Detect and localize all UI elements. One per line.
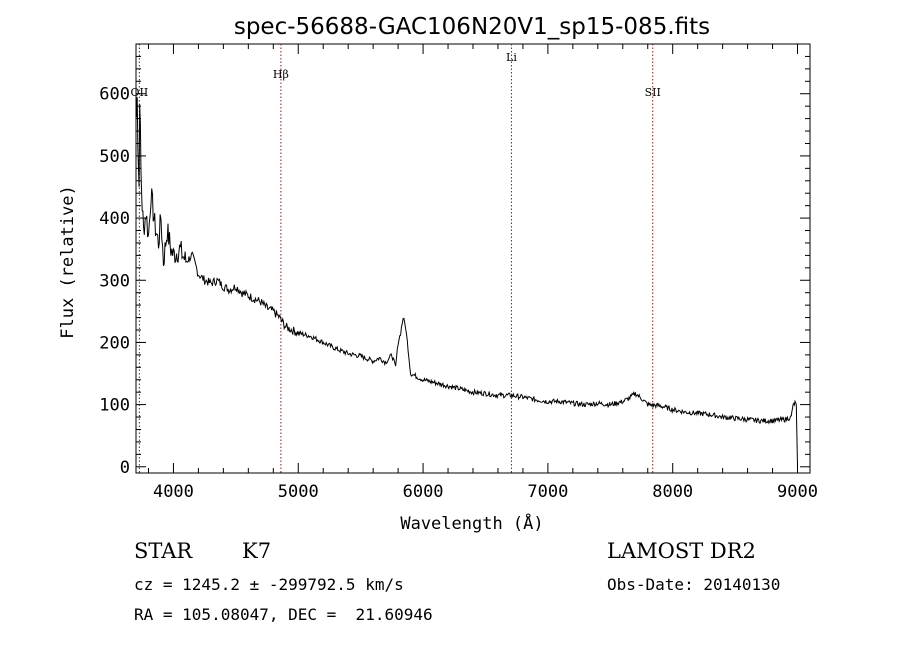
y-axis-ticks: 0 100 200 300 400 500 600	[99, 43, 810, 478]
y-tick-label: 100	[99, 396, 130, 416]
plot-border	[135, 43, 811, 474]
marker-label: SII	[645, 86, 661, 99]
y-tick-label: 300	[99, 271, 130, 291]
y-axis-label: Flux (relative)	[58, 185, 78, 339]
x-tick-label: 5000	[278, 482, 319, 502]
plot-frame	[135, 43, 811, 474]
observation-date: Obs-Date: 20140130	[607, 575, 781, 594]
spectral-line-markers: OII Hβ Li SII	[131, 44, 661, 473]
x-tick-label: 9000	[777, 482, 818, 502]
chart-title: spec-56688-GAC106N20V1_sp15-085.fits	[234, 14, 710, 40]
spectrum-line	[135, 93, 798, 467]
y-tick-label: 500	[99, 147, 130, 167]
object-class: STAR	[134, 539, 193, 563]
survey-name: LAMOST DR2	[607, 539, 756, 563]
y-tick-label: 0	[120, 458, 130, 478]
y-tick-label: 600	[99, 85, 130, 105]
coordinates-readout: RA = 105.08047, DEC = 21.60946	[134, 605, 433, 624]
y-tick-label: 400	[99, 209, 130, 229]
x-axis-label: Wavelength (Å)	[400, 512, 543, 534]
y-tick-label: 200	[99, 333, 130, 353]
marker-label: Li	[506, 51, 517, 64]
redshift-readout: cz = 1245.2 ± -299792.5 km/s	[134, 575, 404, 594]
x-tick-label: 7000	[527, 482, 568, 502]
x-tick-label: 6000	[403, 482, 444, 502]
object-subclass: K7	[242, 539, 272, 563]
x-tick-label: 4000	[153, 482, 194, 502]
x-axis-ticks: 4000 5000 6000 7000 8000 9000	[147, 44, 818, 502]
marker-label: OII	[131, 86, 149, 99]
marker-label: Hβ	[273, 68, 289, 81]
x-tick-label: 8000	[652, 482, 693, 502]
